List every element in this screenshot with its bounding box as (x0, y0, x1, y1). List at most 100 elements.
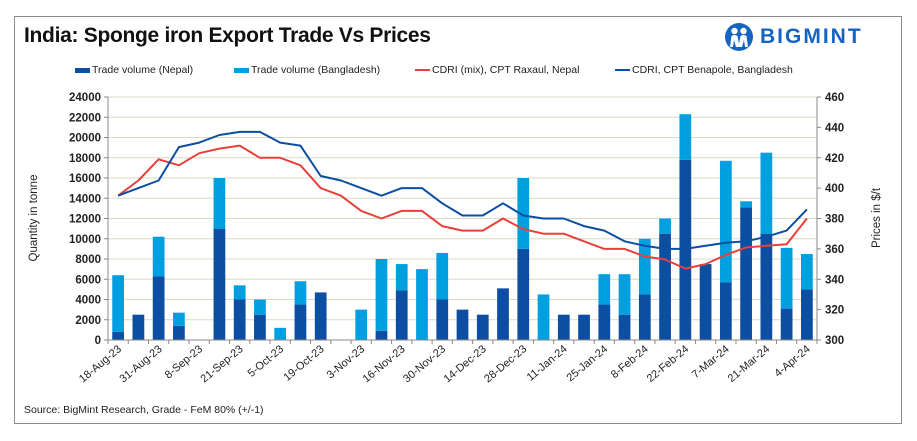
y-tick-label: 6000 (75, 274, 101, 286)
bar-nepal (456, 309, 469, 340)
x-tick-label: 19-Oct-23 (281, 343, 326, 384)
y-tick-label: 20000 (69, 133, 101, 145)
y-tick-label: 10000 (69, 234, 101, 246)
bar-nepal (638, 294, 651, 340)
y2-tick-label: 380 (825, 214, 844, 226)
bar-bangladesh (233, 285, 246, 300)
legend-swatch (234, 67, 249, 73)
y2-tick-label: 300 (825, 335, 844, 347)
bar-bangladesh (294, 281, 307, 305)
y-tick-label: 12000 (69, 214, 101, 226)
bar-nepal (173, 325, 185, 340)
y-tick-label: 8000 (75, 254, 101, 266)
y2-tick-label: 400 (825, 183, 844, 195)
legend-label: Trade volume (Nepal) (92, 64, 194, 76)
x-tick-label: 25-Jan-24 (565, 343, 611, 384)
bar-bangladesh (740, 201, 752, 208)
bar-nepal (699, 264, 712, 340)
bar-nepal (476, 314, 489, 340)
bar-nepal (780, 308, 793, 340)
y2-tick-label: 320 (825, 305, 844, 317)
legend-item-benapole-price: CDRI, CPT Benapole, Bangladesh (615, 64, 793, 76)
bar-bangladesh (618, 274, 631, 315)
bar-bangladesh (517, 178, 530, 249)
bar-bangladesh (780, 247, 793, 309)
bar-nepal (740, 207, 752, 340)
x-tick-label: 31-Aug-23 (118, 343, 165, 385)
x-tick-label: 5-Oct-23 (246, 343, 286, 380)
bar-bangladesh (213, 178, 226, 229)
x-tick-label: 21-Mar-24 (726, 343, 773, 385)
bar-nepal (254, 314, 266, 340)
bar-bangladesh (355, 309, 368, 340)
x-tick-label: 30-Nov-23 (401, 343, 448, 385)
y-tick-label: 22000 (69, 112, 101, 124)
x-tick-label: 16-Nov-23 (361, 343, 408, 385)
y2-tick-label: 440 (825, 122, 844, 134)
y2-tick-label: 460 (825, 92, 844, 104)
y-tick-label: 0 (95, 335, 101, 347)
bar-nepal (719, 282, 732, 340)
bar-bangladesh (375, 259, 388, 331)
legend-item-bangladesh-volume: Trade volume (Bangladesh) (234, 64, 380, 76)
y2-axis-title: Prices in $/t (871, 187, 883, 248)
bar-bangladesh (395, 264, 408, 291)
y-tick-label: 18000 (69, 153, 101, 165)
line-raxaul-nepal (117, 144, 808, 270)
legend-label: CDRI (mix), CPT Raxaul, Nepal (432, 64, 580, 76)
x-tick-label: 11-Jan-24 (525, 343, 570, 384)
legend-label: CDRI, CPT Benapole, Bangladesh (632, 64, 793, 76)
x-tick-label: 28-Dec-23 (482, 343, 529, 385)
chart-frame (14, 16, 902, 424)
bar-nepal (578, 314, 590, 340)
source-note: Source: BigMint Research, Grade - FeM 80… (24, 404, 264, 416)
x-tick-label: 21-Sep-23 (199, 343, 246, 385)
legend-swatch (415, 69, 430, 71)
x-tick-label: 18-Aug-23 (77, 343, 124, 385)
bar-nepal (436, 299, 449, 340)
bar-bangladesh (537, 294, 550, 340)
bar-nepal (233, 299, 246, 340)
y-tick-label: 14000 (69, 193, 101, 205)
bar-bangladesh (659, 218, 671, 234)
x-tick-label: 14-Dec-23 (442, 343, 489, 385)
legend-swatch (615, 69, 630, 71)
price-lines (117, 130, 808, 270)
bigmint-logo: BIGMINT (724, 22, 863, 52)
chart-title: India: Sponge iron Export Trade Vs Price… (24, 24, 431, 47)
bar-bangladesh (598, 274, 611, 305)
bar-nepal (598, 304, 611, 340)
bars (112, 114, 813, 340)
y2-tick-label: 420 (825, 153, 844, 165)
bar-bangladesh (638, 238, 651, 295)
bar-bangladesh (112, 275, 125, 332)
bar-nepal (132, 314, 145, 340)
bar-bangladesh (254, 299, 266, 315)
y2-tick-label: 360 (825, 244, 844, 256)
bar-nepal (294, 304, 307, 340)
y-tick-label: 16000 (69, 173, 101, 185)
legend-swatch (75, 67, 90, 73)
bar-bangladesh (274, 327, 287, 340)
bar-nepal (659, 233, 671, 340)
legend-item-raxaul-price: CDRI (mix), CPT Raxaul, Nepal (415, 64, 579, 76)
y-tick-label: 24000 (69, 92, 101, 104)
y-tick-label: 2000 (75, 315, 101, 327)
bar-bangladesh (173, 312, 185, 326)
bar-nepal (517, 248, 530, 340)
x-tick-label: 4-Apr-24 (772, 343, 812, 380)
chart-legend: Trade volume (Nepal) Trade volume (Bangl… (0, 64, 917, 78)
bar-nepal (800, 289, 813, 340)
bar-nepal (395, 290, 408, 340)
bar-bangladesh (152, 236, 165, 277)
y2-tick-label: 340 (825, 274, 844, 286)
bar-nepal (618, 314, 631, 340)
bar-bangladesh (416, 269, 428, 340)
x-tick-label: 22-Feb-24 (645, 343, 692, 385)
bar-nepal (213, 228, 226, 340)
bar-nepal (557, 314, 570, 340)
bar-nepal (375, 330, 388, 340)
bigmint-people-icon (725, 23, 753, 51)
y-axis-title: Quantity in tonne (28, 175, 40, 262)
